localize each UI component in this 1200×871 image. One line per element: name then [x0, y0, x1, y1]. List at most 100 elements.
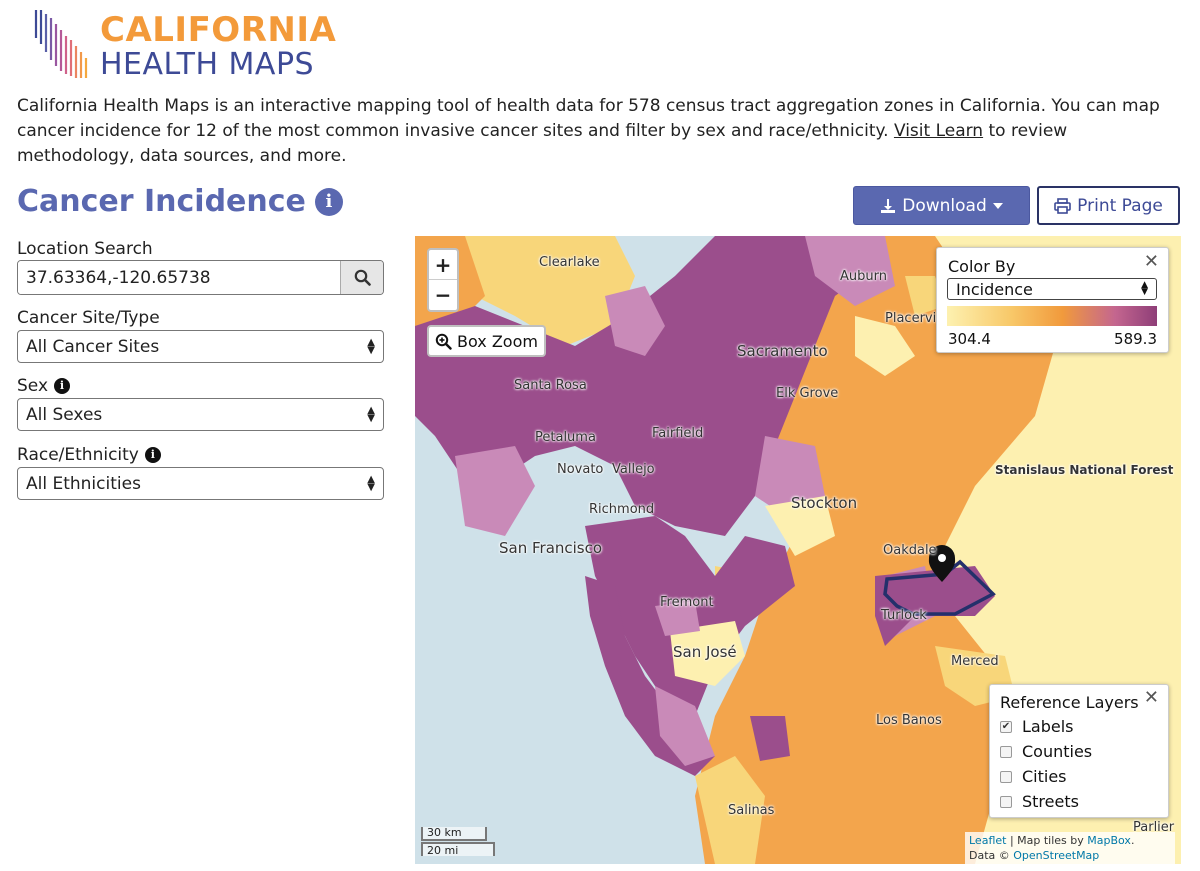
- label-fremont: Fremont: [660, 595, 714, 610]
- label-petaluma: Petaluma: [535, 430, 596, 445]
- layer-labels[interactable]: ✔ Labels: [1000, 717, 1074, 736]
- location-search-label: Location Search: [17, 239, 153, 259]
- intro-paragraph: California Health Maps is an interactive…: [17, 94, 1187, 169]
- layer-counties-checkbox[interactable]: [1000, 745, 1012, 758]
- color-by-select[interactable]: Incidence ▲ ▼: [947, 278, 1157, 300]
- logo[interactable]: CALIFORNIA HEALTH MAPS: [33, 8, 337, 82]
- sex-label: Sex i: [17, 376, 71, 396]
- select-arrows-icon: ▲ ▼: [367, 404, 375, 424]
- layer-cities-text: Cities: [1022, 767, 1067, 786]
- layer-counties[interactable]: Counties: [1000, 742, 1092, 761]
- leaflet-link[interactable]: Leaflet: [969, 834, 1007, 847]
- logo-line2: HEALTH MAPS: [100, 47, 315, 82]
- layer-streets-checkbox[interactable]: [1000, 795, 1012, 808]
- zoom-in-button[interactable]: +: [429, 250, 457, 280]
- download-button[interactable]: Download: [853, 186, 1030, 225]
- download-icon: [881, 198, 896, 213]
- sex-label-text: Sex: [17, 376, 49, 396]
- mapbox-link[interactable]: MapBox: [1087, 834, 1131, 847]
- reference-layers-close-icon[interactable]: ✕: [1143, 687, 1159, 708]
- sex-info-icon[interactable]: i: [54, 378, 71, 394]
- label-merced: Merced: [951, 654, 999, 669]
- logo-line1: CALIFORNIA: [100, 10, 337, 50]
- location-search: [17, 260, 384, 295]
- page-title-text: Cancer Incidence: [17, 184, 306, 219]
- cancer-site-value: All Cancer Sites: [26, 336, 160, 357]
- label-san-jose: San José: [673, 643, 737, 661]
- printer-icon: [1054, 197, 1071, 214]
- legend-min: 304.4: [948, 330, 991, 348]
- label-sacramento: Sacramento: [737, 342, 828, 360]
- layer-cities[interactable]: Cities: [1000, 767, 1067, 786]
- cancer-site-label-text: Cancer Site/Type: [17, 308, 160, 328]
- race-value: All Ethnicities: [26, 473, 141, 494]
- search-icon: [354, 269, 371, 286]
- color-by-panel: Color By ✕ Incidence ▲ ▼ 304.4 589.3: [936, 247, 1169, 353]
- scale-bar: 30 km 20 mi: [421, 827, 495, 857]
- select-arrows-icon: ▲ ▼: [367, 473, 375, 493]
- color-by-close-icon[interactable]: ✕: [1143, 251, 1159, 272]
- label-turlock: Turlock: [881, 608, 927, 623]
- label-auburn: Auburn: [840, 269, 887, 284]
- box-zoom-label: Box Zoom: [457, 331, 538, 351]
- location-search-label-text: Location Search: [17, 239, 153, 259]
- download-label: Download: [902, 195, 987, 216]
- label-fairfield: Fairfield: [652, 426, 704, 441]
- location-marker-icon: [928, 545, 956, 582]
- zoom-in-magnifier-icon: [435, 333, 452, 350]
- cancer-site-select[interactable]: All Cancer Sites ▲ ▼: [17, 330, 384, 363]
- attrib-tiles: | Map tiles by: [1006, 834, 1088, 847]
- color-by-title: Color By: [948, 257, 1016, 276]
- reference-layers-panel: Reference Layers ✕ ✔ Labels Counties Citi…: [989, 684, 1169, 818]
- visit-learn-link[interactable]: Visit Learn: [893, 121, 984, 141]
- label-oakdale: Oakdale: [883, 543, 937, 558]
- scale-km: 30 km: [421, 827, 487, 841]
- layer-labels-checkbox[interactable]: ✔: [1000, 720, 1012, 733]
- info-icon[interactable]: i: [314, 187, 343, 216]
- osm-link[interactable]: OpenStreetMap contributings: [1013, 849, 1100, 862]
- label-santa-rosa: Santa Rosa: [514, 378, 587, 393]
- zoom-out-button[interactable]: −: [434, 283, 452, 307]
- sex-value: All Sexes: [26, 404, 103, 425]
- select-arrows-icon: ▲ ▼: [1141, 280, 1148, 297]
- race-info-icon[interactable]: i: [144, 447, 161, 463]
- label-parlier: Parlier: [1133, 820, 1175, 835]
- layer-labels-text: Labels: [1022, 717, 1074, 736]
- reference-layers-title: Reference Layers: [1000, 693, 1139, 712]
- label-los-banos: Los Banos: [876, 713, 942, 728]
- scale-mi: 20 mi: [421, 842, 495, 857]
- legend-max: 589.3: [1114, 330, 1157, 348]
- attrib-data: Data ©: [969, 849, 1014, 862]
- label-richmond: Richmond: [589, 502, 655, 517]
- layer-streets-text: Streets: [1022, 792, 1079, 811]
- intro-tail: to review methodology, data sources, and…: [17, 121, 1068, 166]
- search-button[interactable]: [340, 261, 383, 294]
- box-zoom-button[interactable]: Box Zoom: [427, 325, 546, 357]
- print-label: Print Page: [1077, 195, 1163, 216]
- race-select[interactable]: All Ethnicities ▲ ▼: [17, 467, 384, 500]
- sex-select[interactable]: All Sexes ▲ ▼: [17, 398, 384, 431]
- layer-streets[interactable]: Streets: [1000, 792, 1079, 811]
- select-arrows-icon: ▲ ▼: [367, 336, 375, 356]
- race-label-text: Race/Ethnicity: [17, 445, 139, 465]
- location-search-input[interactable]: [18, 261, 340, 294]
- label-vallejo: Vallejo: [612, 462, 655, 477]
- label-elk-grove: Elk Grove: [776, 386, 839, 401]
- label-placerville: Placerville: [885, 311, 952, 326]
- logo-bars-icon: [34, 10, 88, 78]
- label-clearlake: Clearlake: [539, 255, 600, 270]
- layer-cities-checkbox[interactable]: [1000, 770, 1012, 783]
- layer-counties-text: Counties: [1022, 742, 1093, 761]
- race-label: Race/Ethnicity i: [17, 445, 161, 465]
- cancer-site-label: Cancer Site/Type: [17, 308, 160, 328]
- legend-gradient: [947, 306, 1157, 326]
- label-novato: Novato: [557, 462, 604, 477]
- map[interactable]: Clearlake Auburn Placerville Sacramento …: [415, 236, 1181, 864]
- color-by-value: Incidence: [956, 279, 1033, 299]
- label-san-francisco: San Francisco: [499, 539, 603, 557]
- page-title: Cancer Incidence i: [17, 184, 343, 219]
- label-stockton: Stockton: [791, 494, 858, 512]
- intro-text: California Health Maps is an interactive…: [17, 96, 1160, 141]
- print-page-button[interactable]: Print Page: [1037, 186, 1180, 225]
- map-attribution: Leaflet | Map tiles by MapBox. Data © Op…: [965, 832, 1175, 864]
